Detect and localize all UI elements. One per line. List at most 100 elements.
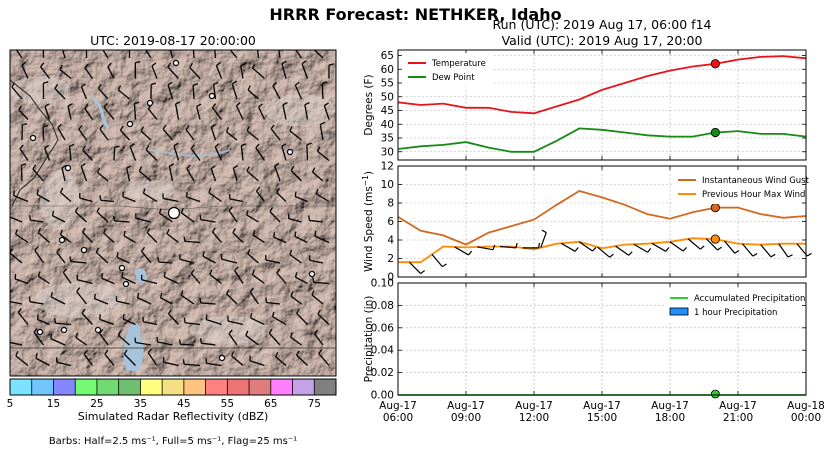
map-wind-barb xyxy=(162,124,173,141)
run-line: Run (UTC): 2019 Aug 17, 06:00 f14 xyxy=(492,17,712,32)
map-wind-barb xyxy=(17,308,29,325)
map-wind-barb xyxy=(55,357,72,367)
map-wind-barb xyxy=(117,85,130,100)
map-wind-barb xyxy=(210,124,217,141)
map-wind-barb xyxy=(182,359,201,367)
map-wind-barb xyxy=(28,296,44,305)
map-wind-barb xyxy=(59,64,72,80)
y-tick-label: 6 xyxy=(387,216,394,228)
map-wind-barb xyxy=(62,268,72,284)
map-wind-barb xyxy=(122,313,136,326)
map-wind-barb xyxy=(289,332,302,346)
wind-barb xyxy=(431,253,447,268)
colorbar-swatch xyxy=(292,379,315,395)
map-wind-barb xyxy=(162,193,179,203)
map-wind-barb xyxy=(135,213,152,223)
map-wind-barb xyxy=(158,208,173,223)
map-wind-barb xyxy=(126,165,132,182)
colorbar-tick-label: 45 xyxy=(177,398,190,410)
colorbar-swatch xyxy=(314,379,337,395)
legend-box xyxy=(672,170,802,204)
map-wind-barb xyxy=(228,206,238,223)
map-wind-barb xyxy=(269,206,281,223)
map-wind-barb xyxy=(162,357,179,367)
map-wind-barb xyxy=(103,103,115,120)
station-marker xyxy=(122,280,130,288)
map-wind-barb xyxy=(53,318,72,326)
map-wind-barb xyxy=(151,62,158,79)
map-wind-barb xyxy=(116,252,130,264)
map-wind-barb xyxy=(34,246,45,264)
map-wind-barb xyxy=(208,187,222,203)
map-wind-barb xyxy=(44,144,51,161)
map-wind-barb xyxy=(270,124,281,141)
station-marker xyxy=(146,99,154,107)
map-wind-barb xyxy=(234,266,244,284)
colorbar-tick-label: 15 xyxy=(47,398,60,410)
map-wind-barb xyxy=(214,50,217,59)
map-wind-barb xyxy=(113,215,130,223)
map-wind-barb xyxy=(178,339,195,346)
radar-map xyxy=(9,49,337,377)
x-tick-date-label: Aug-18 xyxy=(787,400,825,412)
x-tick-date-label: Aug-17 xyxy=(379,400,417,412)
map-wind-barb xyxy=(141,246,152,264)
map-wind-barb xyxy=(268,328,281,346)
map-wind-barb xyxy=(304,102,310,120)
x-tick-time-label: 12:00 xyxy=(519,412,549,424)
map-wind-barb xyxy=(294,191,308,203)
valid-time-marker xyxy=(710,389,720,399)
x-tick-time-label: 06:00 xyxy=(383,412,413,424)
station-marker xyxy=(29,134,37,142)
y-tick-label: 35 xyxy=(381,133,394,145)
map-wind-barb xyxy=(37,227,50,243)
map-wind-barb xyxy=(15,50,23,59)
map-wind-barb xyxy=(205,314,222,326)
map-wind-barb xyxy=(18,105,29,120)
map-wind-barb xyxy=(76,274,93,285)
map-wind-barb xyxy=(240,143,247,161)
map-wind-barb xyxy=(103,228,115,243)
station-marker xyxy=(64,164,72,172)
map-wind-barb xyxy=(93,293,109,305)
wind-barb xyxy=(597,246,614,258)
main-title: HRRR Forecast: NETHKER, Idaho xyxy=(269,5,562,24)
map-wind-barb xyxy=(56,248,66,264)
map-wind-barb xyxy=(311,290,324,305)
map-wind-barb xyxy=(173,142,180,161)
series-line-temperature xyxy=(397,55,807,115)
y-tick-label: 0 xyxy=(387,272,394,284)
wind-panel: 0 2 4 6 8 10 12 Wind Speed (ms−1) Instantaneous … xyxy=(361,161,812,284)
map-wind-barb xyxy=(308,215,324,223)
valley-area xyxy=(35,282,125,318)
map-wind-barb xyxy=(140,126,152,141)
colorbar-swatch xyxy=(10,379,33,395)
map-wind-barb xyxy=(281,60,287,79)
map-wind-barb xyxy=(102,50,109,59)
map-wind-barb xyxy=(227,316,244,326)
map-wind-barb xyxy=(251,269,265,285)
state-border xyxy=(10,79,59,207)
y-tick-label: 0.06 xyxy=(371,322,395,334)
panel-frame xyxy=(397,49,807,161)
colorbar-tick-label: 5 xyxy=(7,398,14,410)
map-wind-barb xyxy=(296,350,308,366)
map-wind-barb xyxy=(61,164,67,182)
wind-barb xyxy=(705,238,722,251)
map-wind-barb xyxy=(317,309,330,325)
map-wind-barb xyxy=(44,103,51,120)
legend: Temperature Dew Point xyxy=(402,53,494,87)
map-wind-barb xyxy=(211,103,223,120)
map-wind-barb xyxy=(246,126,259,141)
map-wind-barb xyxy=(192,83,199,100)
map-wind-barb xyxy=(33,328,45,346)
map-wind-barb xyxy=(95,247,109,264)
wind-barb xyxy=(651,242,670,252)
map-wind-barb xyxy=(101,273,115,285)
map-wind-barb xyxy=(15,229,29,244)
map-wind-barb xyxy=(294,81,303,100)
map-wind-barb xyxy=(29,215,44,223)
map-wind-barb xyxy=(225,127,238,141)
map-wind-barb xyxy=(209,269,222,285)
map-wind-barb xyxy=(231,80,238,100)
